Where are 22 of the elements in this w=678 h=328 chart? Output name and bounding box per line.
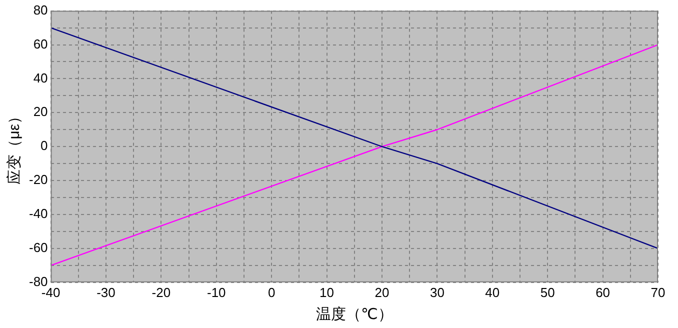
y-tick-label: -40 — [28, 206, 48, 222]
x-tick-label: 30 — [430, 284, 444, 300]
x-tick-label: 40 — [485, 284, 500, 300]
x-tick-label: -20 — [152, 284, 171, 300]
x-tick-label: 60 — [596, 284, 610, 300]
y-tick-label: 60 — [33, 36, 48, 52]
y-axis-title: 应变（με） — [6, 108, 24, 184]
y-tick-label: -60 — [28, 240, 48, 256]
y-tick-label: 80 — [33, 2, 48, 18]
x-tick-label: 10 — [320, 284, 334, 300]
x-tick-label: 20 — [374, 284, 390, 300]
y-tick-label: 40 — [33, 70, 48, 86]
y-tick-label: -80 — [28, 274, 48, 289]
x-tick-label: -30 — [96, 284, 116, 300]
x-axis-title: 温度（℃） — [316, 306, 393, 324]
y-tick-label: -20 — [28, 172, 48, 188]
x-tick-label: 70 — [650, 284, 666, 300]
x-tick-label: -10 — [206, 284, 226, 300]
y-tick-label: 20 — [33, 104, 48, 120]
x-tick-label: 0 — [268, 284, 276, 300]
y-tick-label: 0 — [40, 138, 48, 154]
x-tick-label: 50 — [540, 284, 555, 300]
